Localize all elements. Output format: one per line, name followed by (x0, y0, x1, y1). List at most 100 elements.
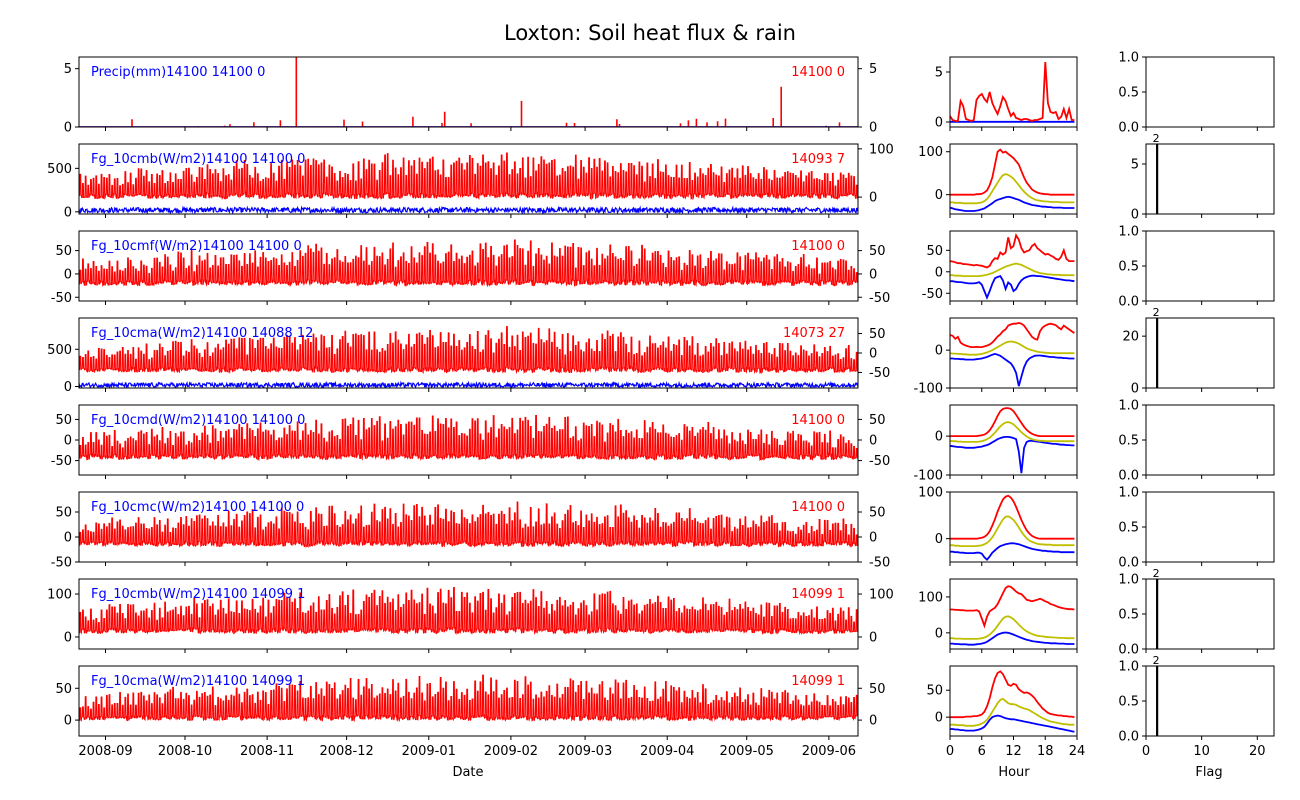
timeseries-panel: 0 500 -50 0 50 Fg_10cma(W/m2)14100 14088 12 14… (47, 317, 890, 395)
date-tick-label: 2008-09 (78, 744, 132, 759)
date-tick-label: 2009-05 (720, 744, 774, 759)
flag-bar-label: 2 (1153, 132, 1160, 145)
flag-frame (1145, 317, 1275, 389)
primary-series (79, 326, 858, 375)
diurnal-panel: 0 100 (918, 486, 1078, 566)
flag-frame (1145, 665, 1275, 737)
primary-series (79, 587, 858, 636)
date-tick-label: 2009-01 (402, 744, 456, 759)
date-tick-label: 2008-11 (240, 744, 294, 759)
panel-row-8: 0 50 0 50 2008-09 2008-10 2008-11 2008-12 2009-0… (55, 654, 1275, 759)
left-ytick-label: 500 (47, 162, 72, 177)
timeseries-frame (78, 56, 859, 128)
flag-frame (1145, 491, 1275, 563)
diurnal-panel: 0 50 0 6 12 18 24 (926, 665, 1085, 759)
right-ytick-label: 0 (869, 191, 877, 206)
timeseries-lines (79, 152, 858, 214)
series-label-right: 14073 27 (783, 326, 845, 341)
right-ytick-label: 0 (869, 531, 877, 546)
left-ytick-label: 5 (64, 62, 72, 77)
right-ytick-label: 50 (869, 682, 886, 697)
left-ytick-label: 0 (64, 531, 72, 546)
series-label-left: Fg_10cmb(W/m2)14100 14100 0 (91, 152, 305, 167)
flag-panel: 0.0 0.5 1.0 (1118, 51, 1275, 136)
timeseries-lines (79, 326, 858, 388)
diurnal-ytick-label: 50 (926, 244, 943, 259)
flag-panel: 2 0.0 0.5 1.0 0 10 20 (1118, 654, 1275, 759)
left-ytick-label: 100 (47, 588, 72, 603)
series-label-right: 14093 7 (791, 152, 845, 167)
right-ytick-label: -50 (869, 291, 890, 306)
timeseries-frame (78, 578, 859, 650)
timeseries-lines (79, 587, 858, 636)
flag-frame (1145, 404, 1275, 476)
flag-ytick-label: 1.0 (1118, 573, 1139, 588)
series-label-left: Precip(mm)14100 14100 0 (91, 65, 265, 80)
flag-ytick-label: 5 (1131, 158, 1139, 173)
diurnal-panel: -100 0 (913, 404, 1078, 484)
flag-panel: 2 0.0 0.5 1.0 (1118, 567, 1275, 658)
diurnal-panel: -100 0 (913, 317, 1078, 397)
diurnal-mean-line (950, 515, 1075, 547)
flag-panel: 2 0 5 (1131, 132, 1275, 223)
timeseries-lines (79, 415, 858, 462)
diurnal-ytick-label: 0 (935, 626, 943, 641)
flag-ytick-label: 0 (1131, 382, 1139, 397)
flag-ytick-label: 1.0 (1118, 486, 1139, 501)
left-ytick-label: 0 (64, 205, 72, 220)
series-label-right: 14099 1 (791, 587, 845, 602)
date-tick-label: 2009-06 (802, 744, 856, 759)
diurnal-min-line (950, 352, 1075, 387)
flag-xtick-label: 10 (1193, 744, 1210, 759)
right-ytick-label: 0 (869, 630, 877, 645)
diurnal-ytick-label: 0 (935, 532, 943, 547)
flag-bar-label: 2 (1153, 567, 1160, 580)
diurnal-ytick-label: 5 (935, 66, 943, 81)
flag-ytick-label: 0.0 (1118, 469, 1139, 484)
flag-ytick-label: 1.0 (1118, 225, 1139, 240)
diurnal-mean-line (949, 421, 1075, 443)
diurnal-max-line (950, 670, 1075, 719)
diurnal-mean-line (950, 615, 1075, 640)
timeseries-frame (78, 491, 859, 563)
diurnal-panel: 0 100 (918, 143, 1078, 218)
diurnal-ytick-label: 0 (935, 116, 943, 131)
flag-panel: 0.0 0.5 1.0 (1118, 399, 1275, 484)
left-ytick-label: 0 (64, 121, 72, 136)
series-label-right: 14099 1 (791, 674, 845, 689)
left-ytick-label: -50 (51, 291, 72, 306)
diurnal-max-line (949, 233, 1075, 269)
left-ytick-label: 50 (55, 413, 72, 428)
diurnal-frame (949, 404, 1078, 476)
hour-tick-label: 18 (1037, 744, 1054, 759)
hour-tick-label: 0 (946, 744, 954, 759)
diurnal-ytick-label: 0 (935, 430, 943, 445)
primary-series (79, 415, 858, 462)
left-ytick-label: 50 (55, 244, 72, 259)
timeseries-panel: 0 50 0 50 2008-09 2008-10 2008-11 2008-12 2009-0… (55, 665, 886, 759)
diurnal-ytick-label: 0 (935, 188, 943, 203)
diurnal-mean-line (950, 697, 1075, 727)
timeseries-lines (79, 239, 858, 288)
diurnal-ytick-label: 0 (935, 711, 943, 726)
diurnal-mean-line (950, 173, 1075, 205)
diurnal-ytick-label: 50 (926, 684, 943, 699)
primary-series (79, 501, 858, 549)
left-ytick-label: 500 (47, 343, 72, 358)
right-ytick-label: 50 (869, 506, 886, 521)
diurnal-max-line (949, 61, 1075, 122)
diurnal-min-line (950, 274, 1075, 300)
series-label-right: 14100 0 (791, 413, 845, 428)
timeseries-panel: 0 5 0 5 Precip(mm)14100 14100 0 14100 0 (64, 56, 877, 136)
timeseries-frame (78, 230, 859, 302)
right-ytick-label: 0 (869, 714, 877, 729)
right-ytick-label: 5 (869, 62, 877, 77)
date-axis-label: Date (452, 765, 483, 780)
right-ytick-label: 50 (869, 413, 886, 428)
date-tick-label: 2008-12 (319, 744, 373, 759)
timeseries-frame (78, 665, 859, 737)
